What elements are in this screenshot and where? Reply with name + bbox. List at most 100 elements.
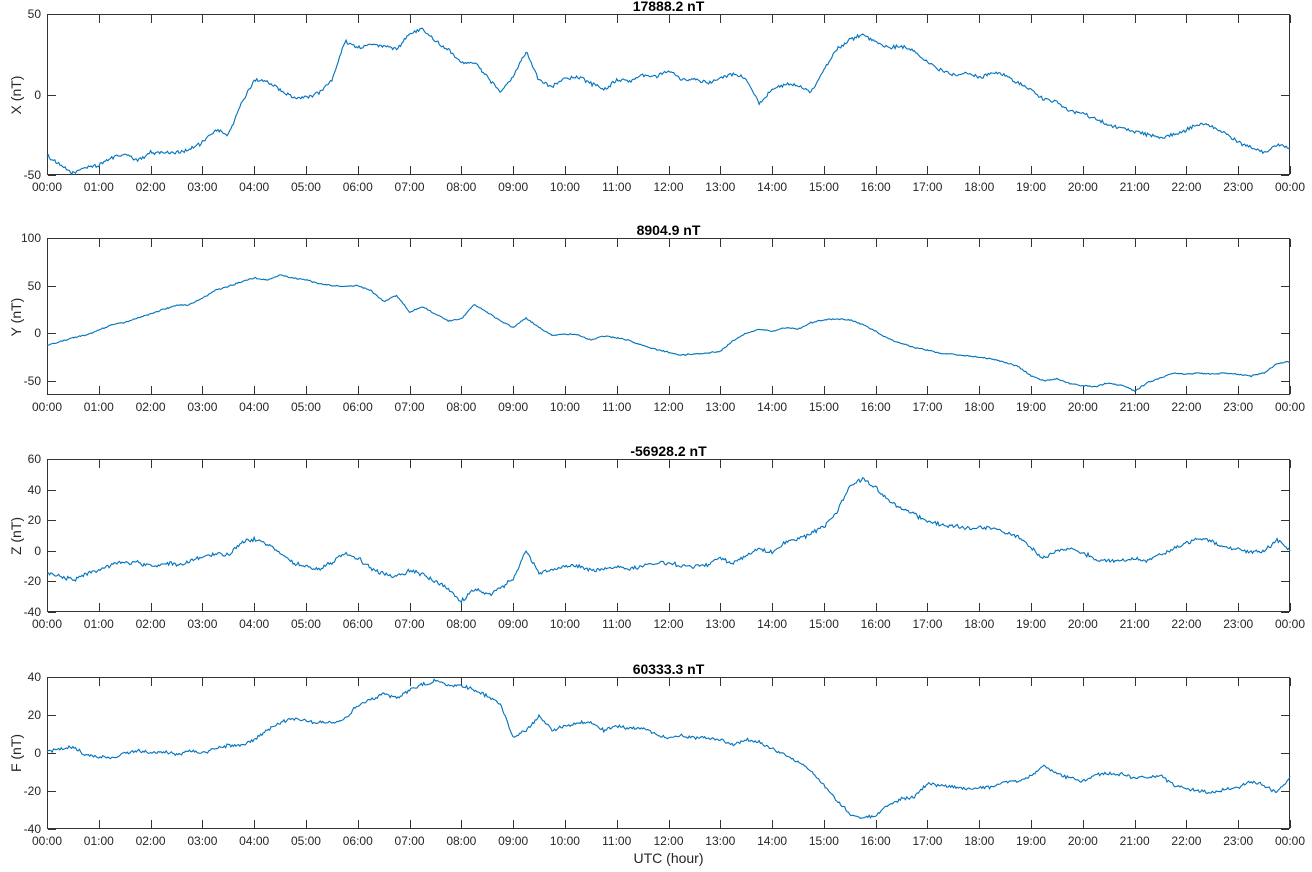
y-tick-label: 40 — [27, 670, 41, 684]
x-tick-label: 22:00 — [1171, 834, 1202, 848]
x-tick-label: 02:00 — [135, 617, 166, 631]
x-tick-label: 23:00 — [1223, 400, 1254, 414]
x-tick-label: 17:00 — [912, 617, 943, 631]
x-tick-label: 16:00 — [860, 400, 891, 414]
x-tick-label: 20:00 — [1067, 834, 1098, 848]
x-tick-label: 01:00 — [83, 400, 114, 414]
x-tick-label: 18:00 — [964, 834, 995, 848]
x-tick-label: 03:00 — [187, 617, 218, 631]
data-line-f — [46, 678, 1291, 820]
x-tick-label: 07:00 — [394, 617, 425, 631]
data-line-z — [46, 476, 1291, 604]
x-tick-label: 04:00 — [239, 834, 270, 848]
data-line-y — [46, 274, 1291, 392]
x-tick-label: 08:00 — [446, 400, 477, 414]
x-tick-label: 11:00 — [602, 180, 632, 194]
x-tick-label: 14:00 — [757, 834, 788, 848]
x-tick-label: 04:00 — [239, 400, 270, 414]
panel-f-title: 60333.3 nT — [632, 661, 705, 677]
x-tick-label: 05:00 — [290, 617, 321, 631]
x-tick-label: 17:00 — [912, 834, 943, 848]
x-tick-label: 01:00 — [83, 180, 114, 194]
y-tick-label: -20 — [23, 784, 41, 798]
y-tick-label: 20 — [27, 708, 41, 722]
x-tick-label: 04:00 — [239, 180, 270, 194]
x-tick-label: 16:00 — [860, 180, 891, 194]
data-line-x — [46, 27, 1291, 176]
plot-area-0 — [46, 14, 1291, 176]
x-tick-label: 15:00 — [808, 180, 839, 194]
x-tick-label: 08:00 — [446, 834, 477, 848]
panel-y-title: 8904.9 nT — [636, 222, 701, 238]
x-tick-label: 09:00 — [498, 180, 529, 194]
y-tick-label: 0 — [34, 543, 41, 558]
x-tick-label: 16:00 — [860, 617, 891, 631]
x-tick-label: 20:00 — [1067, 617, 1098, 631]
x-tick-label: 17:00 — [912, 400, 943, 414]
x-tick-label: 14:00 — [757, 400, 788, 414]
x-tick-label: 10:00 — [549, 617, 580, 631]
x-tick-label: 05:00 — [290, 834, 321, 848]
x-tick-label: 09:00 — [498, 400, 529, 414]
x-tick-label: 04:00 — [239, 617, 270, 631]
x-tick-label: 20:00 — [1067, 400, 1098, 414]
y-tick-label: 0 — [34, 326, 41, 341]
x-tick-label: 00:00 — [1274, 180, 1306, 194]
x-tick-label: 19:00 — [1016, 834, 1047, 848]
y-tick-label: 60 — [27, 452, 41, 466]
x-tick-label: 14:00 — [757, 180, 788, 194]
x-tick-label: 00:00 — [1274, 617, 1306, 631]
x-tick-label: 18:00 — [964, 617, 995, 631]
x-tick-label: 15:00 — [808, 834, 839, 848]
x-tick-label: 14:00 — [757, 617, 788, 631]
x-tick-label: 15:00 — [808, 400, 839, 414]
x-tick-label: 06:00 — [342, 400, 373, 414]
y-tick-label: 40 — [27, 482, 41, 497]
x-tick-label: 13:00 — [705, 617, 736, 631]
x-tick-label: 03:00 — [187, 180, 218, 194]
x-tick-label: 21:00 — [1119, 617, 1150, 631]
x-tick-label: 15:00 — [808, 617, 839, 631]
x-tick-label: 06:00 — [342, 180, 373, 194]
x-tick-label: 01:00 — [83, 834, 114, 848]
x-tick-label: 11:00 — [602, 400, 632, 414]
x-tick-label: 21:00 — [1119, 834, 1150, 848]
x-tick-label: 05:00 — [290, 400, 321, 414]
x-tick-label: 00:00 — [31, 834, 63, 848]
x-tick-label: 12:00 — [653, 834, 684, 848]
x-tick-label: 18:00 — [964, 400, 995, 414]
x-tick-label: 02:00 — [135, 180, 166, 194]
x-tick-label: 07:00 — [394, 180, 425, 194]
x-tick-label: 08:00 — [446, 180, 477, 194]
x-tick-label: 00:00 — [1274, 400, 1306, 414]
panel-z-title: -56928.2 nT — [630, 443, 707, 459]
x-tick-label: 10:00 — [549, 834, 580, 848]
axes-box — [47, 14, 1290, 175]
y-tick-label: -40 — [23, 822, 41, 836]
x-tick-label: 00:00 — [31, 180, 63, 194]
x-tick-label: 18:00 — [964, 180, 995, 194]
x-tick-label: 06:00 — [342, 834, 373, 848]
x-tick-label: 07:00 — [394, 834, 425, 848]
plot-area-3 — [46, 677, 1291, 830]
y-tick-label: 50 — [27, 7, 41, 21]
x-tick-label: 02:00 — [135, 400, 166, 414]
x-tick-label: 10:00 — [549, 180, 580, 194]
x-tick-label: 16:00 — [860, 834, 891, 848]
x-tick-label: 23:00 — [1223, 180, 1254, 194]
y-tick-label: 100 — [20, 231, 41, 245]
x-tick-label: 11:00 — [602, 617, 632, 631]
y-tick-label: -50 — [23, 373, 41, 388]
x-tick-label: 21:00 — [1119, 400, 1150, 414]
x-tick-label: 13:00 — [705, 834, 736, 848]
x-tick-label: 08:00 — [446, 617, 477, 631]
axes-box — [47, 238, 1290, 395]
y-tick-label: 0 — [34, 746, 41, 760]
y-tick-label: -20 — [23, 574, 41, 589]
x-tick-label: 22:00 — [1171, 400, 1202, 414]
x-tick-label: 09:00 — [498, 834, 529, 848]
x-axis-label: UTC (hour) — [633, 850, 704, 866]
y-tick-label: -40 — [23, 605, 41, 619]
x-tick-label: 19:00 — [1016, 617, 1047, 631]
